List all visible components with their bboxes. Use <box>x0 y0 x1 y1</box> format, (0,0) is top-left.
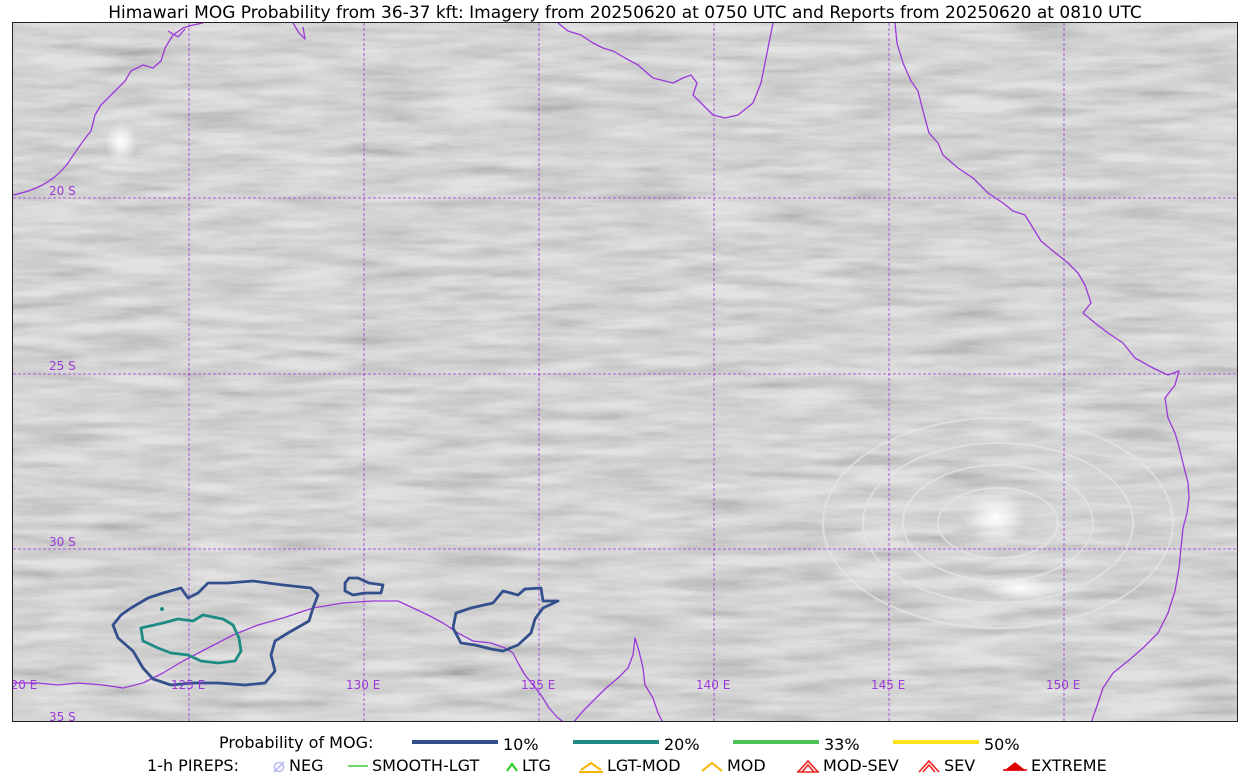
cloud-patch-northwest <box>105 121 137 165</box>
pirep-legend-heading: 1-h PIREPS: <box>147 756 239 775</box>
extreme-icon <box>1003 761 1027 771</box>
legend-swatch-20pct <box>573 740 659 744</box>
lon-label-125e: 125 E <box>171 678 205 692</box>
legend-item-20pct: 20% <box>571 733 700 755</box>
pirep-label-mod: MOD <box>727 756 766 775</box>
gridlines <box>13 23 1237 721</box>
storm-cloud-core <box>963 492 1027 544</box>
legend-swatch-10pct <box>412 740 498 744</box>
coastlines <box>13 23 1190 721</box>
pirep-item-extreme: EXTREME <box>1002 756 1107 775</box>
lon-label-150e: 150 E <box>1046 678 1080 692</box>
lat-label-35s: 35 S <box>49 710 76 722</box>
coastline-queensland <box>894 23 1190 721</box>
pirep-item-lgt-mod: LGT-MOD <box>578 756 681 775</box>
pirep-label-sev: SEV <box>944 756 976 775</box>
mog-contours <box>111 576 560 687</box>
mod-sev-icon <box>797 759 819 773</box>
pirep-legend: 1-h PIREPS: NEG SMOOTH-LGT LTG LGT-MOD M… <box>0 756 1250 778</box>
lon-labels: 120 E 125 E 130 E 135 E 140 E 145 E 150 … <box>13 678 1080 692</box>
pirep-label-smooth-lgt: SMOOTH-LGT <box>372 756 480 775</box>
sev-icon <box>918 759 940 773</box>
ltg-caret-icon <box>506 761 518 772</box>
pirep-label-neg: NEG <box>289 756 324 775</box>
lon-label-130e: 130 E <box>346 678 380 692</box>
legend-item-10pct: 10% <box>410 733 539 755</box>
map-title: Himawari MOG Probability from 36-37 kft:… <box>108 3 1142 23</box>
contour-10pct-small-north <box>343 576 385 597</box>
pirep-item-sev: SEV <box>917 756 975 775</box>
contour-10pct-west <box>111 579 320 687</box>
lon-label-145e: 145 E <box>871 678 905 692</box>
legend-label-33pct: 33% <box>824 734 860 754</box>
legend-label-20pct: 20% <box>664 734 700 754</box>
pirep-label-mod-sev: MOD-SEV <box>823 756 899 775</box>
lat-label-25s: 25 S <box>49 359 76 373</box>
legend-swatch-33pct <box>733 740 819 744</box>
lat-label-30s: 30 S <box>49 535 76 549</box>
contour-10pct-east <box>451 586 560 653</box>
legend-swatch-50pct <box>893 740 979 744</box>
storm-cloud-band <box>980 576 1056 600</box>
pirep-item-mod-sev: MOD-SEV <box>796 756 899 775</box>
satellite-map[interactable]: 20 S 25 S 30 S 35 S 120 E 125 E 130 E 13… <box>13 23 1238 722</box>
coastline-top-end <box>557 23 774 119</box>
coastline-western-australia <box>13 23 204 196</box>
pirep-item-neg: NEG <box>272 756 323 775</box>
lat-labels: 20 S 25 S 30 S 35 S <box>49 184 76 722</box>
legend-label-50pct: 50% <box>984 734 1020 754</box>
probability-legend: Probability of MOG: 10% 20% 33% 50% <box>0 733 1250 755</box>
mod-icon <box>701 761 723 772</box>
legend-item-33pct: 33% <box>731 733 860 755</box>
noise-texture <box>13 23 1237 721</box>
pirep-item-smooth-lgt: SMOOTH-LGT <box>347 756 479 775</box>
neg-icon <box>273 760 285 773</box>
smooth-lgt-line-icon <box>348 764 368 767</box>
probability-legend-heading: Probability of MOG: <box>219 733 374 752</box>
pirep-label-extreme: EXTREME <box>1031 756 1107 775</box>
lon-label-140e: 140 E <box>696 678 730 692</box>
lon-label-135e: 135 E <box>521 678 555 692</box>
pirep-label-ltg: LTG <box>522 756 551 775</box>
pirep-item-mod: MOD <box>700 756 766 775</box>
storm-swirl <box>822 417 1174 629</box>
pirep-label-lgt-mod: LGT-MOD <box>607 756 681 775</box>
lgt-mod-icon <box>579 761 603 773</box>
legend-label-10pct: 10% <box>503 734 539 754</box>
legend-item-50pct: 50% <box>891 733 1020 755</box>
lat-label-20s: 20 S <box>49 184 76 198</box>
coastline-great-australian-bight <box>13 600 519 689</box>
pirep-item-ltg: LTG <box>505 756 551 775</box>
contour-20pct-dot <box>160 607 164 611</box>
lon-label-120e: 120 E <box>13 678 37 692</box>
map-panel[interactable]: 20 S 25 S 30 S 35 S 120 E 125 E 130 E 13… <box>12 22 1238 722</box>
coastline-spencer-gulf <box>517 637 663 721</box>
coastline-kimberley-islands <box>167 23 306 40</box>
contour-20pct <box>139 613 243 665</box>
